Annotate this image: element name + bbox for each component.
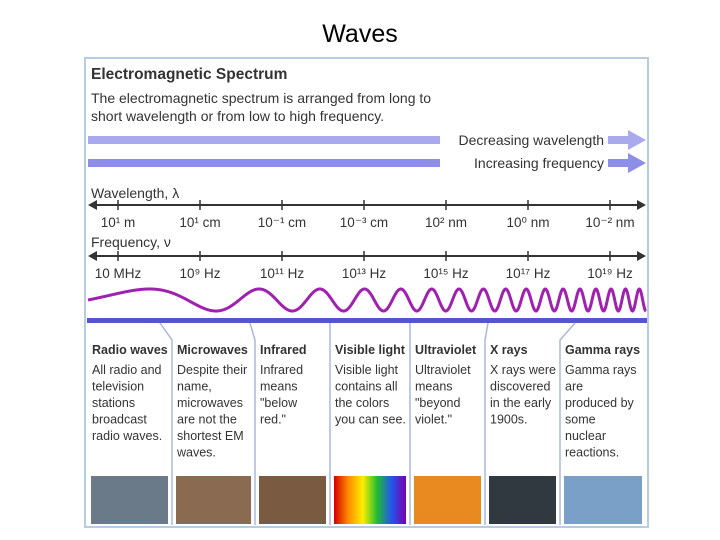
panel-content: Electromagnetic Spectrum The electromagne… — [87, 66, 647, 525]
band-description: Ultraviolet — [415, 363, 471, 377]
frequency-tick-label: 10¹⁷ Hz — [506, 266, 551, 281]
band-description: some — [565, 413, 596, 427]
band-description: waves. — [176, 446, 216, 460]
band-description: "below — [260, 396, 298, 410]
panel-heading: Electromagnetic Spectrum — [91, 66, 287, 83]
band-description: produced by — [565, 396, 635, 410]
band-name: Microwaves — [177, 343, 248, 357]
band-description: violet." — [415, 413, 452, 427]
frequency-head-right — [637, 251, 646, 261]
band-description: are not the — [177, 413, 237, 427]
band-description: microwaves — [177, 396, 243, 410]
band-picture — [414, 476, 481, 524]
slide-title: Waves — [322, 20, 397, 48]
band-description: Gamma rays — [565, 363, 637, 377]
band-description: Infrared — [260, 363, 303, 377]
arrow-label: Increasing frequency — [474, 155, 604, 171]
band-divider — [559, 322, 576, 525]
intro-line: The electromagnetic spectrum is arranged… — [91, 90, 431, 106]
frequency-tick-label: 10¹³ Hz — [342, 266, 387, 281]
band-description: name, — [177, 380, 212, 394]
frequency-label: Frequency, ν — [91, 234, 171, 250]
arrow-label: Decreasing wavelength — [458, 132, 604, 148]
band-description: are — [565, 380, 583, 394]
band-description: "beyond — [415, 396, 460, 410]
wavelength-tick-label: 10¹ m — [101, 215, 136, 230]
wavelength-label: Wavelength, λ — [91, 185, 179, 201]
arrow-head — [628, 130, 646, 150]
band-description: radio waves. — [92, 429, 162, 443]
wavelength-tick-label: 10² nm — [425, 215, 467, 230]
band-description: All radio and — [92, 363, 162, 377]
band-picture — [176, 476, 251, 524]
band-description: television — [92, 380, 144, 394]
frequency-tick-label: 10¹¹ Hz — [260, 266, 305, 281]
arrow-shaft — [88, 159, 628, 167]
wave — [87, 287, 647, 313]
band-name: Visible light — [335, 343, 406, 357]
band-description: Despite their — [177, 363, 247, 377]
frequency-head-left — [88, 251, 97, 261]
band-name: Radio waves — [92, 343, 168, 357]
frequency-tick-label: 10 MHz — [95, 266, 142, 281]
band-description: you can see. — [335, 413, 406, 427]
band-name: X rays — [490, 343, 528, 357]
wavelength-tick-label: 10⁻¹ cm — [258, 215, 306, 230]
band-divider — [249, 322, 256, 525]
wavelength-head-right — [637, 200, 646, 210]
band-description: discovered — [490, 380, 550, 394]
frequency-tick-label: 10⁹ Hz — [179, 266, 220, 281]
band-divider — [159, 322, 173, 525]
band-name: Gamma rays — [565, 343, 640, 357]
wavelength-head-left — [88, 200, 97, 210]
band-picture — [334, 476, 406, 524]
band-description: stations — [92, 396, 135, 410]
band-divider — [484, 322, 489, 525]
band-name: Infrared — [260, 343, 307, 357]
band-description: reactions. — [565, 446, 619, 460]
band-description: in the early — [490, 396, 552, 410]
spectrum-bar — [87, 318, 647, 323]
band-description: shortest EM — [177, 429, 244, 443]
band-description: red." — [260, 413, 286, 427]
arrow-label-bg — [440, 153, 608, 173]
arrow-head — [628, 153, 646, 173]
band-picture — [91, 476, 168, 524]
band-description: X rays were — [490, 363, 556, 377]
band-name: Ultraviolet — [415, 343, 477, 357]
band-picture — [489, 476, 556, 524]
wavelength-tick-label: 10⁰ nm — [507, 215, 550, 230]
band-description: 1900s. — [490, 413, 528, 427]
arrow-label-bg — [440, 130, 608, 150]
arrow-shaft — [88, 136, 628, 144]
band-picture — [259, 476, 326, 524]
frequency-tick-label: 10¹⁹ Hz — [587, 266, 633, 281]
wavelength-tick-label: 10⁻³ cm — [340, 215, 388, 230]
band-description: means — [260, 380, 298, 394]
band-description: broadcast — [92, 413, 147, 427]
band-description: nuclear — [565, 429, 606, 443]
frequency-tick-label: 10¹⁵ Hz — [423, 266, 469, 281]
band-description: contains all — [335, 380, 398, 394]
wavelength-tick-label: 10⁻² nm — [585, 215, 634, 230]
wavelength-tick-label: 10¹ cm — [179, 215, 220, 230]
band-picture — [564, 476, 642, 524]
band-description: means — [415, 380, 453, 394]
intro-line: short wavelength or from low to high fre… — [91, 108, 384, 124]
band-description: Visible light — [335, 363, 399, 377]
band-description: the colors — [335, 396, 389, 410]
